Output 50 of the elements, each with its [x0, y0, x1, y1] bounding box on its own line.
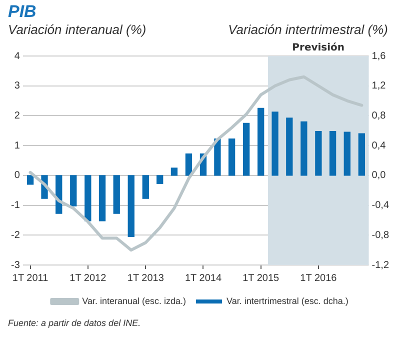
y2-tick-label: 1,2 [372, 80, 386, 92]
y2-tick-label: 0,4 [372, 140, 386, 152]
bar [113, 175, 120, 214]
y-tick-label: -3 [10, 260, 20, 271]
y-axis-title: Variación interanual (%) [8, 22, 146, 37]
y-tick-label: 4 [14, 50, 20, 62]
x-tick-label: 1T 2011 [12, 272, 49, 284]
legend-label: Var. interanual (esc. izda.) [82, 296, 186, 306]
x-tick-label: 1T 2014 [184, 272, 222, 284]
bar [358, 133, 365, 176]
legend-label: Var. intertrimestral (esc. dcha.) [226, 296, 348, 306]
x-tick-label: 1T 2015 [242, 272, 280, 284]
y2-tick-label: 0,0 [372, 170, 386, 182]
bar [242, 122, 250, 176]
y2-tick-label: 1,6 [372, 50, 386, 62]
chart-title: PIB [8, 2, 36, 22]
bar [258, 108, 264, 176]
y-tick-label: 0 [14, 170, 20, 182]
band-label: Previsión [292, 42, 345, 54]
bar [170, 168, 178, 176]
x-tick-label: 1T 2012 [70, 272, 107, 284]
bar [344, 132, 350, 176]
bar [300, 121, 308, 176]
y-tick-label: -2 [10, 230, 20, 241]
bar [26, 175, 34, 185]
bar [128, 175, 134, 237]
bar [70, 175, 77, 206]
bar [98, 175, 106, 222]
bar [156, 175, 164, 184]
bar [228, 138, 236, 176]
bar [214, 138, 221, 176]
bar [329, 131, 336, 176]
bar [272, 112, 278, 176]
bar [286, 118, 293, 176]
y2-tick-label: -1,2 [372, 260, 390, 271]
source-note: Fuente: a partir de datos del INE. [8, 318, 141, 328]
y-tick-label: 1 [14, 140, 20, 152]
y2-axis-title: Variación intertrimestral (%) [228, 22, 388, 37]
bar [142, 175, 149, 199]
bar [185, 153, 192, 176]
y2-tick-label: -0,4 [372, 200, 390, 212]
bar [84, 175, 92, 222]
y-tick-label: 2 [14, 110, 20, 122]
y2-tick-label: 0,8 [372, 110, 386, 122]
x-tick-label: 1T 2013 [127, 272, 164, 284]
y-tick-label: -1 [10, 200, 20, 212]
bar [315, 131, 322, 176]
x-tick-label: 1T 2016 [300, 272, 338, 284]
y-tick-label: 3 [14, 80, 20, 92]
y2-tick-label: -0,8 [372, 230, 390, 241]
